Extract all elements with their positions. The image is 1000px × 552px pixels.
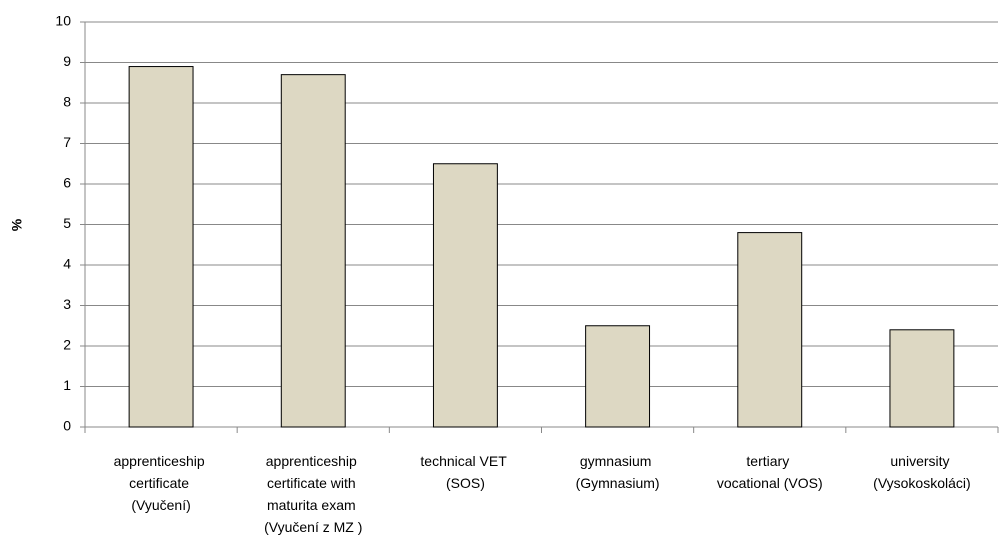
y-tick-label: 10 <box>55 13 71 29</box>
x-tick-label: university (Vysokoskoláci) <box>873 453 971 491</box>
x-tick-label: gymnasium (Gymnasium) <box>576 453 660 491</box>
x-tick-label-line: university <box>890 453 953 469</box>
x-tick-label-line: (Vyučení z MZ ) <box>264 519 362 535</box>
x-tick-label-line: certificate with <box>267 475 360 491</box>
x-tick-label-line: (Vysokoskoláci) <box>873 475 971 491</box>
x-tick-label-line: vocational (VOS) <box>717 475 823 491</box>
x-tick-label: technical VET (SOS) <box>420 453 510 491</box>
x-tick-label-line: (Gymnasium) <box>576 475 660 491</box>
x-tick-label: tertiary vocational (VOS) <box>717 453 823 491</box>
y-tick-label: 4 <box>63 256 71 272</box>
y-tick-label: 1 <box>63 377 71 393</box>
y-tick-label: 9 <box>63 53 71 69</box>
y-tick-label: 6 <box>63 175 71 191</box>
x-tick-label-line: certificate <box>129 475 193 491</box>
y-tick-label: 0 <box>63 418 71 434</box>
bar <box>432 163 498 428</box>
bar <box>737 232 803 428</box>
x-tick-label-line: maturita exam <box>267 497 360 513</box>
bar <box>585 325 651 428</box>
x-tick-label-line: apprenticeship <box>114 453 209 469</box>
bar <box>128 66 194 428</box>
x-tick-label-line: technical VET <box>420 453 510 469</box>
x-tick-label-line: tertiary <box>746 453 793 469</box>
bar <box>889 329 955 428</box>
bar <box>280 74 346 428</box>
y-tick-label: 7 <box>63 134 71 150</box>
y-tick-label: 5 <box>63 215 71 231</box>
x-tick-label: apprenticeship certificate (Vyučení) <box>114 453 209 513</box>
x-tick-label-line: gymnasium <box>580 453 655 469</box>
x-tick-label-line: apprenticeship <box>266 453 361 469</box>
x-tick-label: apprenticeship certificate with maturita… <box>264 453 362 535</box>
x-tick-label-line: (SOS) <box>446 475 485 491</box>
y-tick-label: 8 <box>63 94 71 110</box>
x-tick-label-line: (Vyučení) <box>131 497 190 513</box>
y-tick-label: 3 <box>63 296 71 312</box>
y-tick-label: 2 <box>63 337 71 353</box>
y-axis-label: % <box>9 218 25 231</box>
